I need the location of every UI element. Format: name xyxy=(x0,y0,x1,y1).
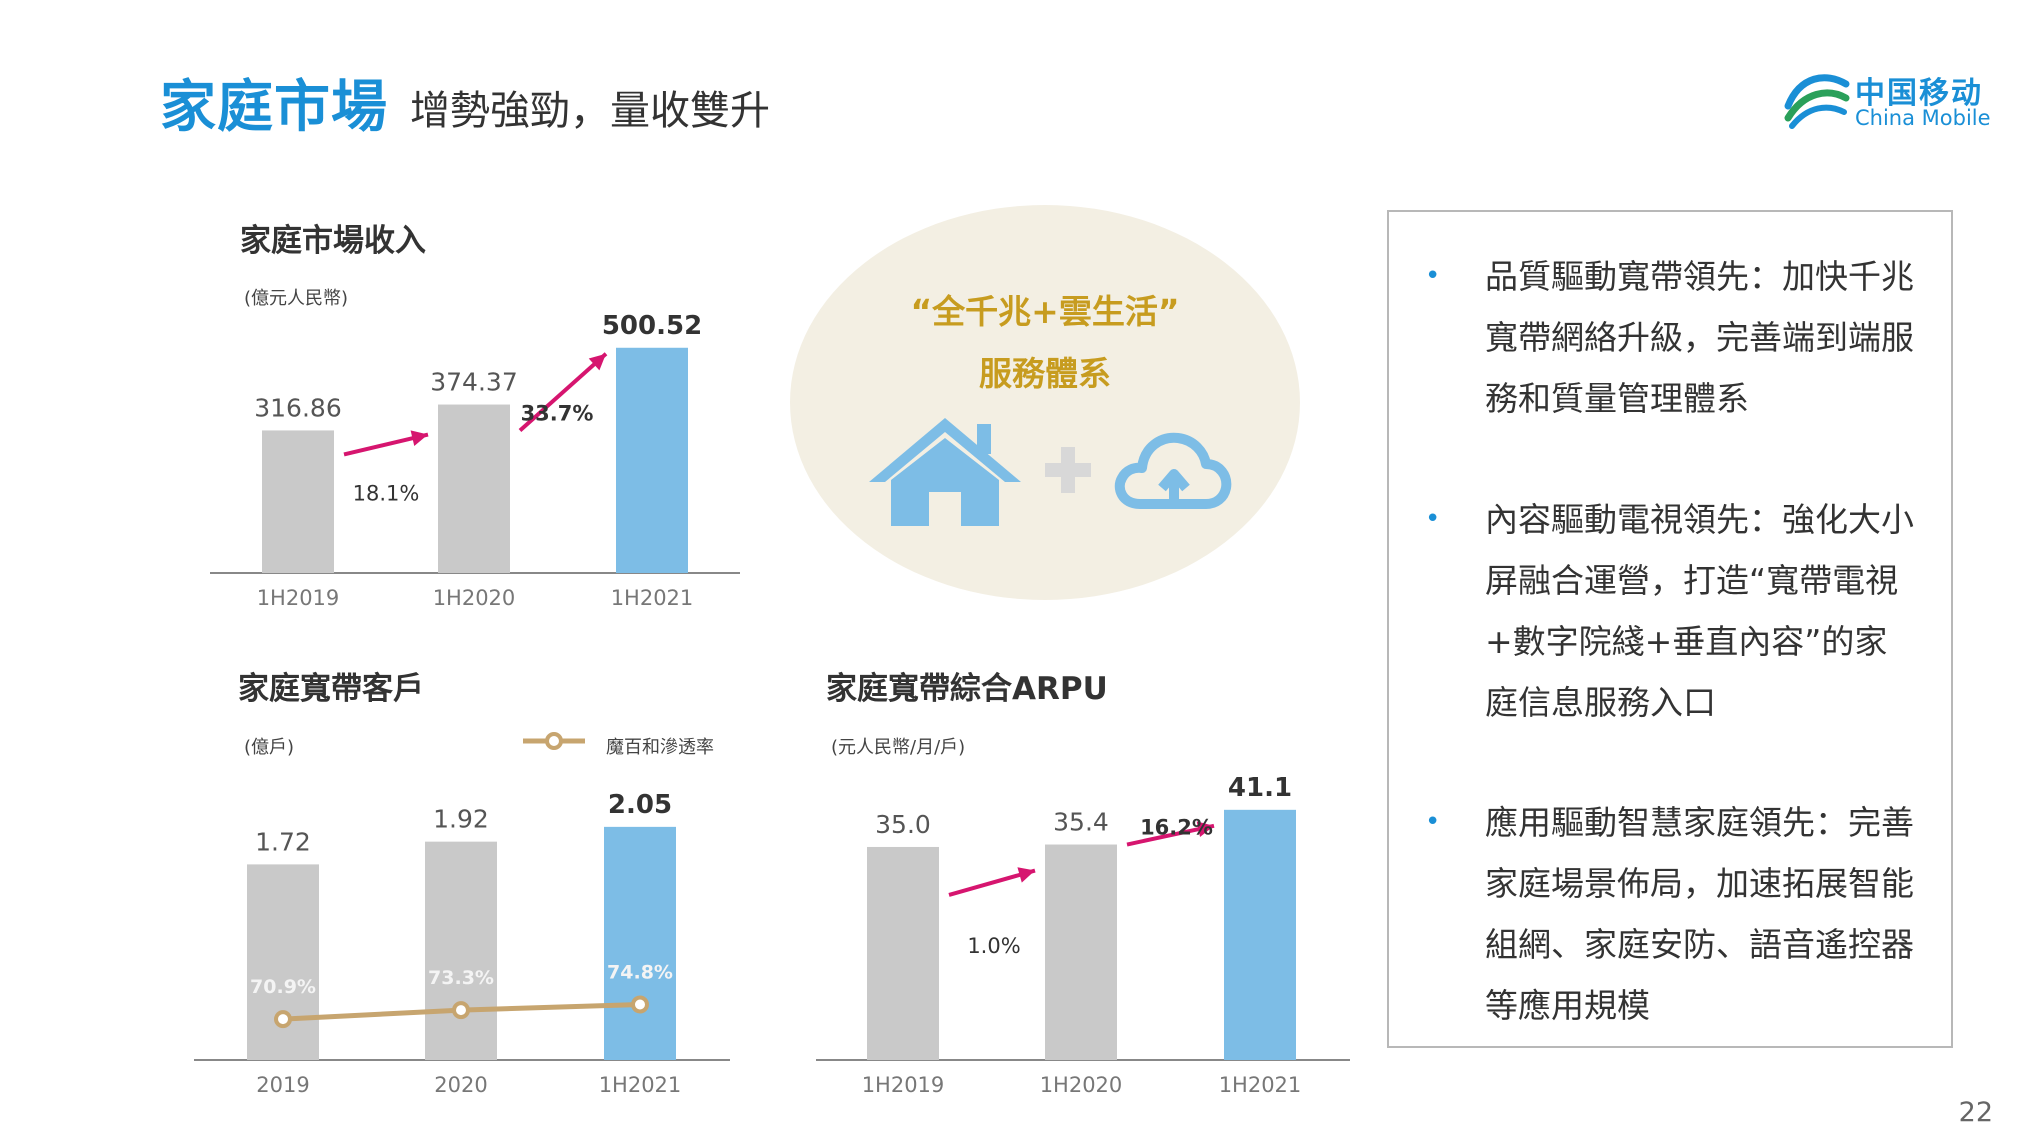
x-tick-label: 1H2021 xyxy=(1219,1073,1302,1097)
penetration-point xyxy=(274,1010,292,1029)
penetration-point xyxy=(452,1001,470,1020)
legend-penetration-label: 魔百和滲透率 xyxy=(606,737,714,758)
bar-value-label: 35.0 xyxy=(875,810,931,839)
penetration-point xyxy=(631,995,649,1014)
logo-text-en: China Mobile xyxy=(1855,106,1991,130)
chart2-title: 家庭寬帶客戶 xyxy=(238,671,424,707)
service-system-label: 服務體系 xyxy=(979,354,1111,393)
chart3-unit: (元人民幣/月/戶) xyxy=(831,737,966,758)
chart2-unit: (億戶) xyxy=(244,737,295,758)
x-tick-label: 1H2021 xyxy=(611,586,694,610)
bar-1H2019 xyxy=(867,846,939,1060)
chart1-title: 家庭市場收入 xyxy=(240,223,426,259)
bullet-text: 品質驅動寬帶領先：加快千兆寬帶網絡升級，完善端到端服務和質量管理體系 xyxy=(1485,257,1914,418)
bar-1H2021 xyxy=(604,826,676,1060)
broadband-customers-chart: 1.72 2019 1.92 2020 2.05 1H2021 70.9% 73.3% 74.8… xyxy=(194,790,730,1097)
growth-label: 18.1% xyxy=(353,481,420,505)
strategy-panel: • 品質驅動寬帶領先：加快千兆寬帶網絡升級，完善端到端服務和質量管理體系 • 內… xyxy=(1387,210,1953,1048)
bar-2019 xyxy=(247,864,319,1060)
bar-1H2020 xyxy=(438,404,510,573)
bar-value-label: 1.92 xyxy=(433,805,489,834)
page-title: 家庭市場 xyxy=(160,75,388,140)
arpu-chart: 35.0 1H2019 35.4 1H2020 41.1 1H2021 1.0% 16.2% xyxy=(816,773,1350,1097)
service-system-ellipse: “全千兆+雲生活” 服務體系 xyxy=(790,205,1300,600)
legend-line-marker-icon xyxy=(523,732,585,750)
bar-value-label: 41.1 xyxy=(1228,773,1292,803)
bullet-dot-icon: • xyxy=(1425,807,1441,837)
revenue-chart: 316.86 1H2019 374.37 1H2020 500.52 1H2021 18.1… xyxy=(210,311,740,610)
growth-arrow-head-0 xyxy=(1017,867,1035,883)
x-tick-label: 1H2020 xyxy=(1040,1073,1123,1097)
x-tick-label: 2020 xyxy=(434,1073,487,1097)
home-icon xyxy=(869,418,1021,526)
bar-1H2021 xyxy=(1224,809,1296,1060)
china-mobile-logo-icon xyxy=(1784,74,1850,129)
chart1-unit: (億元人民幣) xyxy=(244,288,349,309)
bar-2020 xyxy=(425,841,497,1060)
page-subtitle: 增勢強勁，量收雙升 xyxy=(410,88,770,134)
x-tick-label: 1H2021 xyxy=(599,1073,682,1097)
bar-value-label: 316.86 xyxy=(254,393,341,422)
bar-value-label: 500.52 xyxy=(602,311,702,341)
x-tick-label: 1H2019 xyxy=(257,586,340,610)
page-number: 22 xyxy=(1958,1097,1993,1128)
growth-label: 1.0% xyxy=(967,934,1020,958)
plus-icon xyxy=(1045,447,1091,493)
bar-1H2021 xyxy=(616,347,688,573)
growth-arrow-head-1 xyxy=(588,353,606,371)
x-tick-label: 1H2020 xyxy=(433,586,516,610)
growth-arrow-head-0 xyxy=(410,430,428,447)
logo-text-cn: 中国移动 xyxy=(1855,76,1983,111)
bar-value-label: 374.37 xyxy=(430,368,517,397)
growth-arrow-1 xyxy=(518,352,608,433)
x-tick-label: 2019 xyxy=(256,1073,309,1097)
bar-value-label: 1.72 xyxy=(255,827,311,856)
bar-1H2019 xyxy=(262,430,334,573)
growth-arrow-head-1 xyxy=(1196,821,1214,838)
service-slogan: “全千兆+雲生活” xyxy=(910,292,1180,331)
bullet-dot-icon: • xyxy=(1425,261,1441,291)
x-tick-label: 1H2019 xyxy=(862,1073,945,1097)
growth-label: 33.7% xyxy=(521,402,594,426)
bullet-text: 應用驅動智慧家庭領先：完善家庭場景佈局，加速拓展智能組網、家庭安防、語音遙控器等… xyxy=(1485,803,1914,1025)
chart3-title: 家庭寬帶綜合ARPU xyxy=(826,671,1108,707)
penetration-label: 73.3% xyxy=(428,967,494,989)
bullet-text: 內容驅動電視領先：強化大小屏融合運營，打造“寬帶電視+數字院綫+垂直內容”的家庭… xyxy=(1485,500,1914,722)
bullet-dot-icon: • xyxy=(1425,504,1441,534)
growth-label: 16.2% xyxy=(1140,816,1213,840)
bar-1H2020 xyxy=(1045,844,1117,1060)
penetration-label: 74.8% xyxy=(607,962,673,984)
penetration-label: 70.9% xyxy=(250,976,316,998)
bar-value-label: 35.4 xyxy=(1053,808,1109,837)
cloud-upload-icon xyxy=(1114,432,1232,509)
bar-value-label: 2.05 xyxy=(608,790,672,820)
